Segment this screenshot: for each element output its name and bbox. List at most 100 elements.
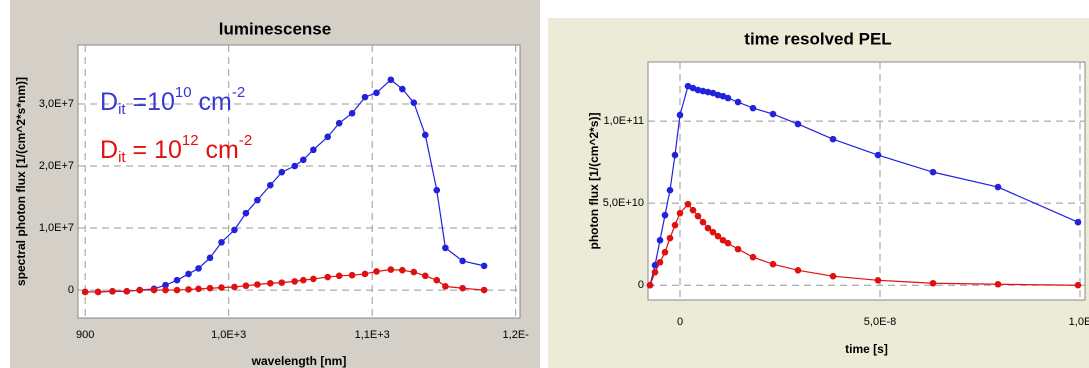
data-point — [704, 88, 712, 96]
x-axis-label: wavelength [nm] — [251, 354, 347, 368]
data-point — [310, 275, 317, 283]
x-tick-label: 1,1E+3 — [355, 329, 390, 341]
annotation: Dit =1010 cm-2 — [100, 84, 245, 118]
data-point — [480, 286, 488, 294]
data-point — [719, 236, 727, 244]
annotation-part: D — [100, 136, 118, 164]
x-tick-label: 5,0E-8 — [864, 316, 896, 328]
data-point — [266, 279, 274, 287]
data-point — [310, 146, 317, 154]
data-point — [671, 221, 679, 229]
data-point — [173, 286, 181, 294]
data-point — [185, 286, 192, 293]
data-point — [684, 200, 692, 208]
y-tick-label: 1,0E+11 — [604, 115, 644, 127]
data-point — [254, 281, 261, 288]
data-point — [794, 120, 802, 128]
data-point — [324, 273, 332, 281]
data-point — [459, 284, 466, 292]
data-point — [671, 151, 679, 159]
data-point — [206, 284, 214, 292]
data-point — [335, 272, 343, 280]
data-point — [724, 94, 732, 102]
data-point — [442, 283, 449, 290]
data-point — [373, 89, 380, 97]
data-point — [421, 131, 429, 139]
data-point — [291, 278, 298, 285]
plot-area — [77, 44, 521, 319]
x-tick-label: 1,0E+3 — [211, 329, 246, 341]
data-point — [874, 277, 882, 284]
data-point — [162, 286, 169, 294]
data-point — [218, 239, 225, 246]
data-point — [242, 282, 250, 290]
data-point — [661, 248, 669, 256]
data-point — [433, 186, 441, 194]
data-point — [704, 224, 712, 232]
data-point — [769, 110, 777, 118]
data-point — [348, 271, 356, 279]
y-tick-label: 1,0E+7 — [39, 222, 74, 234]
data-point — [442, 244, 449, 252]
data-point — [719, 92, 727, 100]
y-tick-label: 0 — [638, 279, 644, 291]
data-point — [173, 276, 181, 284]
data-point — [373, 268, 380, 275]
data-point — [734, 245, 742, 253]
annotation-part: it — [118, 101, 126, 118]
data-point — [185, 270, 192, 278]
data-point — [94, 288, 102, 296]
annotation-part: D — [100, 88, 118, 116]
data-point — [676, 209, 684, 217]
data-point — [646, 281, 654, 289]
chart-title: time resolved PEL — [744, 29, 891, 48]
annotation-part: it — [118, 149, 126, 166]
data-point — [929, 168, 937, 176]
data-point — [348, 109, 356, 117]
data-point — [206, 254, 214, 262]
data-point — [231, 283, 238, 291]
data-point — [666, 186, 674, 194]
data-point — [689, 206, 697, 214]
data-point — [266, 181, 274, 189]
data-point — [480, 262, 488, 270]
annotation-part: cm — [199, 136, 239, 164]
data-point — [684, 82, 692, 90]
data-point — [694, 212, 702, 220]
data-point — [278, 279, 286, 286]
y-tick-label: 5,0E+10 — [603, 197, 644, 209]
data-point — [109, 288, 116, 295]
data-point — [410, 268, 418, 276]
data-point — [694, 86, 702, 94]
data-point — [324, 133, 332, 141]
data-point — [278, 168, 286, 176]
data-point — [749, 104, 757, 112]
annotation-part: -2 — [239, 132, 252, 149]
data-point — [656, 236, 664, 244]
y-tick-label: 2,0E+7 — [39, 160, 74, 172]
y-axis-label: spectral photon flux [1/(cm^2*s*nm)] — [14, 77, 28, 286]
data-point — [769, 260, 777, 268]
data-point — [709, 89, 717, 97]
data-point — [829, 272, 837, 280]
data-point — [689, 84, 697, 92]
data-point — [676, 111, 684, 119]
annotation-part: 12 — [182, 132, 199, 149]
data-point — [150, 286, 158, 294]
data-point — [195, 285, 202, 293]
data-point — [651, 268, 659, 276]
annotation-part: -2 — [232, 84, 245, 101]
data-point — [218, 284, 225, 291]
data-point — [123, 288, 131, 295]
data-point — [136, 286, 144, 294]
data-point — [656, 258, 664, 266]
data-point — [714, 232, 722, 240]
data-point — [410, 99, 418, 107]
plot-area — [647, 61, 1086, 301]
data-point — [994, 280, 1002, 288]
data-point — [651, 261, 659, 269]
data-point — [361, 93, 369, 101]
y-tick-label: 0 — [68, 284, 74, 296]
data-point — [254, 196, 261, 204]
x-axis-label: time [s] — [845, 342, 888, 356]
